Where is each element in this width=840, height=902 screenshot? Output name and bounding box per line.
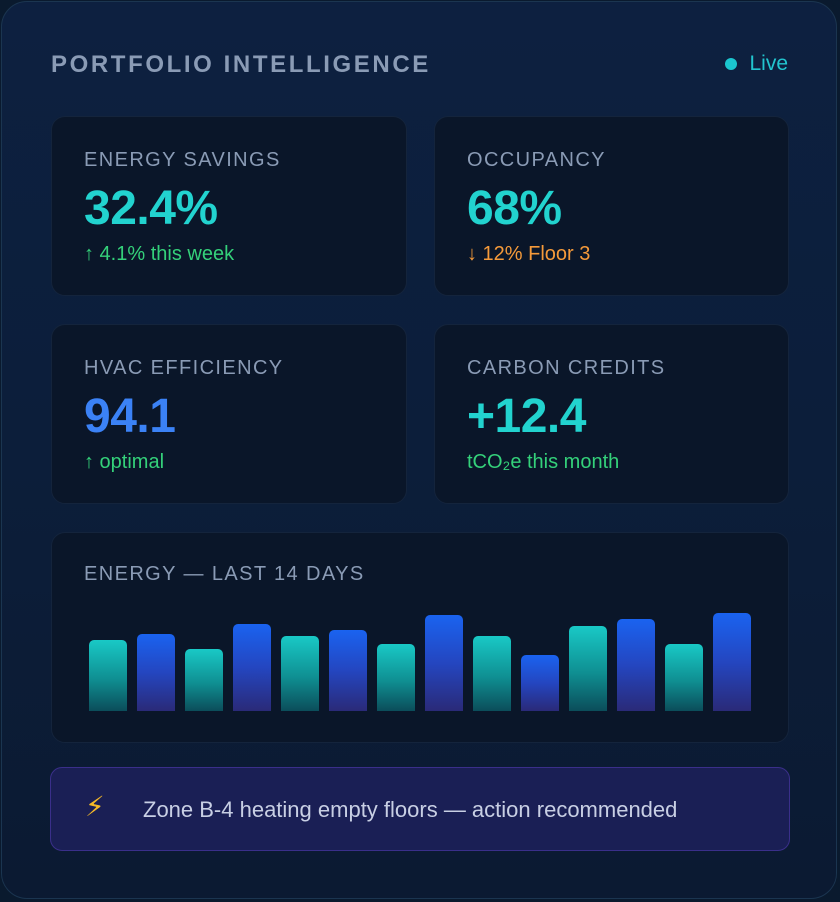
occupancy-label: OCCUPANCY [467,149,606,171]
chart-title: ENERGY — LAST 14 DAYS [84,563,365,585]
carbon-credits-label: CARBON CREDITS [467,357,666,379]
energy-savings-value: 32.4% [84,182,218,235]
alert-text: Zone B-4 heating empty floors — action r… [143,797,678,822]
energy-bar-day-5 [281,636,319,711]
alert-banner[interactable]: ⚡ Zone B-4 heating empty floors — action… [50,767,790,851]
energy-savings-trend: ↑ 4.1% this week [84,243,235,265]
carbon-credits-unit: tCO₂e this month [467,451,620,473]
energy-bar-day-4 [233,624,271,711]
occupancy-trend: ↓ 12% Floor 3 [467,243,591,265]
energy-bar-day-11 [569,626,607,711]
energy-bar-day-3 [185,649,223,711]
live-dot-icon [725,58,738,70]
hvac-efficiency-card: HVAC EFFICIENCY 94.1 ↑ optimal [51,324,407,504]
energy-bar-day-14 [713,613,751,711]
energy-savings-label: ENERGY SAVINGS [84,149,281,171]
energy-bar-day-9 [473,636,511,711]
occupancy-value: 68% [467,182,562,235]
energy-chart-card: ENERGY — LAST 14 DAYS [51,532,789,743]
energy-bar-day-12 [617,619,655,711]
energy-bar-day-13 [665,644,703,711]
occupancy-card: OCCUPANCY 68% ↓ 12% Floor 3 [434,116,789,296]
energy-bar-day-8 [425,615,463,711]
energy-bar-day-10 [521,655,559,711]
energy-savings-card: ENERGY SAVINGS 32.4% ↑ 4.1% this week [51,116,407,296]
page-title: PORTFOLIO INTELLIGENCE [51,51,431,78]
hvac-efficiency-label: HVAC EFFICIENCY [84,357,284,379]
carbon-credits-value: +12.4 [467,390,586,443]
live-status: Live [725,52,788,76]
energy-bar-day-7 [377,644,415,711]
lightning-icon: ⚡ [85,790,105,823]
energy-bar-day-2 [137,634,175,711]
energy-bar-chart [84,603,756,711]
energy-bar-day-6 [329,630,367,711]
energy-bar-day-1 [89,640,127,711]
carbon-credits-card: CARBON CREDITS +12.4 tCO₂e this month [434,324,789,504]
hvac-efficiency-value: 94.1 [84,390,176,443]
hvac-efficiency-status: ↑ optimal [84,451,165,473]
live-status-label: Live [749,52,788,75]
